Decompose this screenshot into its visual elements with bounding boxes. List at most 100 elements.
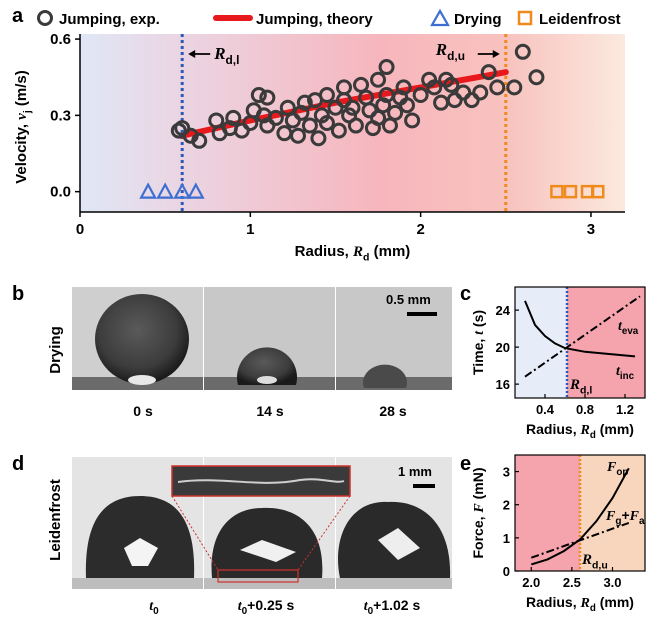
panel-letter-a: a [12,5,24,27]
data-point-leidenfrost [550,184,564,199]
legend-marker [37,10,53,26]
drying-frame-3 [336,287,452,390]
data-point-jumping-exp [259,89,276,106]
data-point-leidenfrost [591,184,605,199]
data-point-jumping-exp [443,76,460,93]
x-tick-label: 1.2 [616,402,634,417]
data-point-drying [139,182,157,199]
series-label-f-g-f-a: Fg+Fa [605,507,645,527]
droplet [237,347,297,385]
legend-label: Jumping, theory [256,11,373,28]
x-tick-label: 0 [76,221,84,238]
droplet [85,496,195,578]
threshold-label: Rd,l [569,377,592,397]
y-tick-label: 0.3 [50,107,71,124]
y-tick-label: 16 [496,377,510,392]
y-tick-label: 3 [503,465,510,480]
data-point-jumping-exp [279,99,296,116]
scale-bar-label: 1 mm [398,464,432,479]
legend-label: Leidenfrost [539,11,621,28]
data-point-jumping-exp [426,79,443,96]
scale-bar-label: 0.5 mm [386,292,431,307]
data-point-jumping-exp [395,79,412,96]
y-tick-label: 1 [503,531,510,546]
region-background [515,287,567,398]
frame-caption: 0 s [133,403,153,419]
legend-label: Jumping, exp. [59,11,160,28]
series-line-t-inc [524,300,636,358]
zoom-region [217,569,299,583]
x-tick-label: 2.5 [563,575,581,590]
x-tick-label: 1 [246,221,254,238]
y-tick-label: 0.0 [50,184,71,201]
y-axis-label: Force, F (mN) [470,467,487,558]
legend-label: Drying [454,11,502,28]
data-point-jumping-exp [310,130,327,147]
x-tick-label: 2 [416,221,424,238]
drying-frame-1 [72,287,203,390]
data-point-jumping-exp [191,132,208,149]
plot-background [80,34,625,212]
x-axis-label: Radius, Rd (mm) [526,594,634,614]
data-point-jumping-exp [318,115,335,131]
plot-frame [514,286,646,399]
region-background [580,455,645,571]
y-tick-label: 20 [496,340,510,355]
x-tick-label: 3.0 [603,575,621,590]
data-point-jumping-exp [399,97,415,114]
series-label-t-eva: teva [618,319,639,337]
threshold-label-upper: Rd,u [435,40,465,63]
x-axis-label: Radius, Rd (mm) [295,243,411,264]
x-tick-label: 0.8 [576,402,594,417]
data-point-jumping-exp [387,104,404,121]
drying-row-label: Drying [47,326,64,374]
panel-letter-d: d [12,453,24,475]
data-point-jumping-exp [290,127,306,144]
x-axis-label: Radius, Rd (mm) [526,421,634,441]
series-line-f-g-f-a [530,521,630,559]
data-point-jumping-exp [344,99,361,116]
y-tick-label: 0.6 [50,31,71,48]
zoom-connector [297,495,351,571]
data-point-drying [173,182,192,199]
panel-letter-c: c [460,283,471,305]
data-point-jumping-exp [489,79,506,96]
data-point-jumping-exp [472,84,489,101]
y-axis-label: Velocity, vj (m/s) [13,70,34,184]
x-tick-label: 0.4 [536,402,555,417]
scale-bar [407,312,437,316]
x-tick-label: 2.0 [522,575,540,590]
x-tick-label: 3 [587,221,595,238]
drying-frame-2 [204,287,335,390]
leidenfrost-row-label: Leidenfrost [47,479,64,561]
plot-frame [514,454,646,572]
threshold-label: Rd,u [581,552,608,572]
frame-caption: t0+0.25 s [238,597,295,617]
frame-caption: t0 [149,599,159,617]
y-tick-label: 2 [503,498,510,513]
data-point-drying [156,182,174,199]
data-point-jumping-exp [353,76,370,93]
data-point-jumping-exp [225,109,242,126]
data-point-jumping-exp [370,71,387,88]
series-label-t-inc: tinc [616,364,635,382]
arrow-head [188,50,196,58]
data-point-jumping-exp [528,69,545,86]
data-point-jumping-exp [301,117,318,134]
data-point-jumping-exp [250,87,267,104]
scale-bar [413,484,435,488]
legend-marker [430,8,450,27]
data-point-jumping-exp [381,117,398,134]
y-axis-label: Time, t (s) [470,310,487,375]
arrow-head [492,50,500,58]
data-point-jumping-exp [480,64,497,81]
data-point-jumping-exp [296,94,313,111]
legend: Jumping, exp. Jumping, theory Drying Leiden… [37,8,621,28]
threshold-label-lower: Rd,l [213,44,239,67]
frame-caption: t0+1.02 s [364,597,421,617]
series-label-f-op: Fop [606,460,628,478]
droplet [95,294,189,384]
data-point-jumping-exp [514,43,531,60]
y-tick-label: 0 [503,564,510,579]
